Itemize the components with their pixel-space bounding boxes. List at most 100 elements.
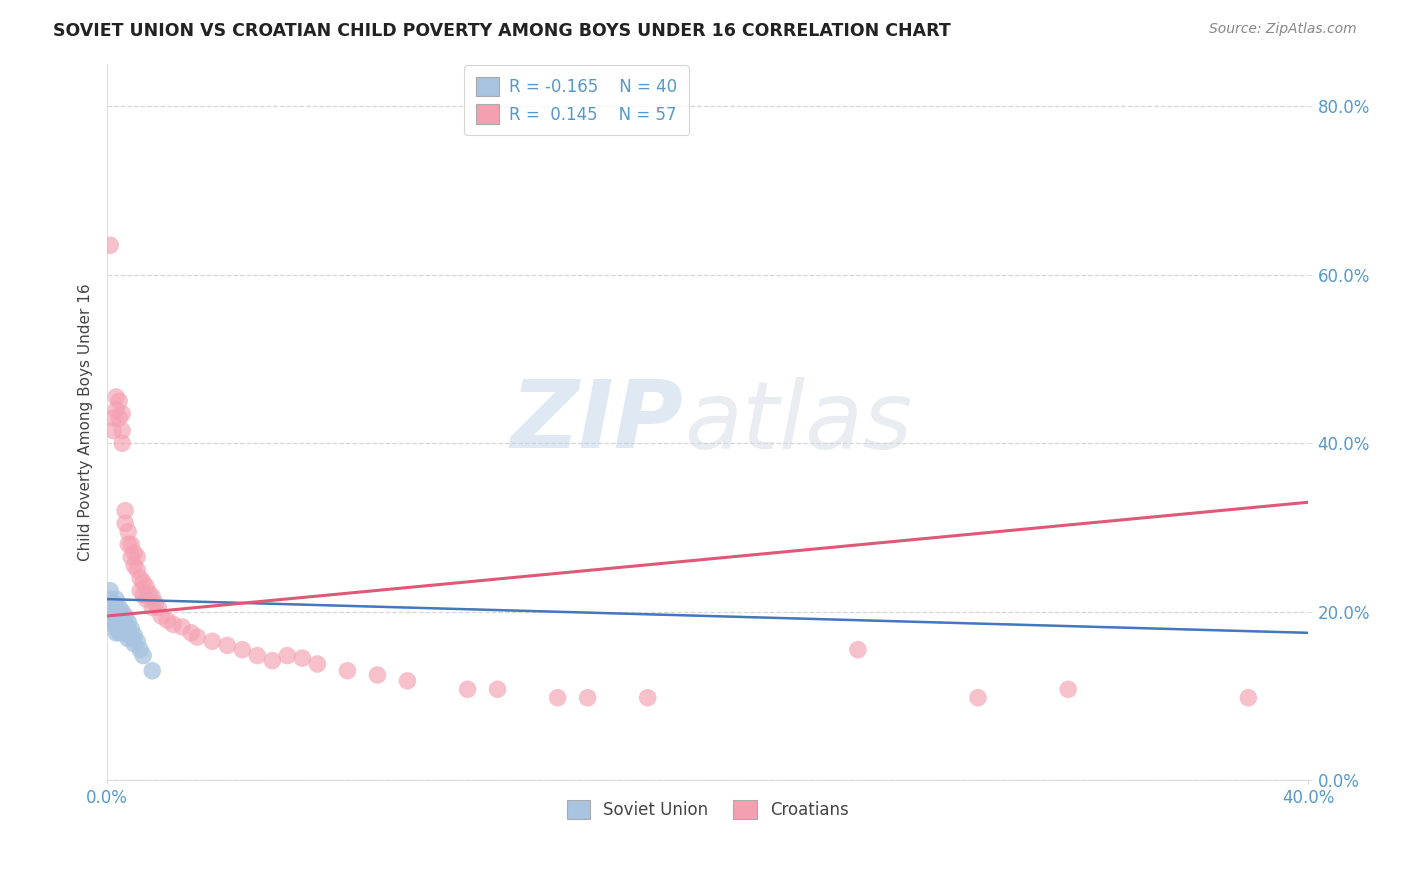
Point xyxy=(186,630,208,644)
Point xyxy=(108,613,131,627)
Point xyxy=(108,625,131,640)
Point xyxy=(117,632,139,646)
Point xyxy=(127,563,149,577)
Point xyxy=(101,424,124,438)
Point xyxy=(132,588,155,602)
Text: Source: ZipAtlas.com: Source: ZipAtlas.com xyxy=(1209,22,1357,37)
Point xyxy=(108,411,131,425)
Point xyxy=(122,628,145,642)
Point xyxy=(101,605,124,619)
Point xyxy=(117,524,139,539)
Point xyxy=(105,390,128,404)
Point xyxy=(114,617,136,632)
Point xyxy=(262,654,284,668)
Point xyxy=(129,571,152,585)
Point xyxy=(201,634,224,648)
Point xyxy=(111,407,134,421)
Point xyxy=(336,664,359,678)
Point xyxy=(108,600,131,615)
Point xyxy=(141,590,163,604)
Point xyxy=(156,613,179,627)
Text: atlas: atlas xyxy=(683,376,912,467)
Point xyxy=(547,690,569,705)
Point xyxy=(105,625,128,640)
Point xyxy=(138,586,160,600)
Point xyxy=(114,625,136,640)
Point xyxy=(576,690,599,705)
Point xyxy=(122,637,145,651)
Point xyxy=(98,238,121,252)
Point xyxy=(129,642,152,657)
Point xyxy=(637,690,659,705)
Point xyxy=(105,622,128,636)
Point xyxy=(114,516,136,531)
Text: ZIP: ZIP xyxy=(510,376,683,468)
Point xyxy=(111,605,134,619)
Point xyxy=(143,596,166,610)
Point xyxy=(101,600,124,615)
Point xyxy=(105,592,128,607)
Point xyxy=(172,620,194,634)
Point xyxy=(141,600,163,615)
Point xyxy=(120,537,142,551)
Point xyxy=(105,402,128,417)
Point xyxy=(101,609,124,624)
Point xyxy=(457,682,479,697)
Point xyxy=(101,617,124,632)
Point xyxy=(132,648,155,663)
Y-axis label: Child Poverty Among Boys Under 16: Child Poverty Among Boys Under 16 xyxy=(79,284,93,561)
Point xyxy=(108,620,131,634)
Point xyxy=(114,609,136,624)
Point xyxy=(120,630,142,644)
Point xyxy=(366,668,388,682)
Point xyxy=(231,642,253,657)
Point xyxy=(98,600,121,615)
Point xyxy=(135,592,157,607)
Point xyxy=(101,613,124,627)
Point xyxy=(117,537,139,551)
Point xyxy=(150,609,173,624)
Point xyxy=(105,605,128,619)
Point xyxy=(105,615,128,629)
Point xyxy=(127,549,149,564)
Point xyxy=(291,651,314,665)
Point xyxy=(217,639,239,653)
Point xyxy=(180,625,202,640)
Point xyxy=(111,625,134,640)
Point xyxy=(276,648,298,663)
Point xyxy=(98,583,121,598)
Point xyxy=(148,600,170,615)
Point xyxy=(98,592,121,607)
Point xyxy=(396,673,419,688)
Point xyxy=(967,690,990,705)
Point xyxy=(117,615,139,629)
Point xyxy=(120,549,142,564)
Point xyxy=(162,617,184,632)
Point xyxy=(111,619,134,633)
Point xyxy=(307,657,329,671)
Point xyxy=(98,609,121,624)
Point xyxy=(108,394,131,409)
Point xyxy=(846,642,869,657)
Text: SOVIET UNION VS CROATIAN CHILD POVERTY AMONG BOYS UNDER 16 CORRELATION CHART: SOVIET UNION VS CROATIAN CHILD POVERTY A… xyxy=(53,22,952,40)
Point xyxy=(122,546,145,560)
Point xyxy=(101,411,124,425)
Point xyxy=(108,607,131,621)
Point xyxy=(132,575,155,590)
Point xyxy=(105,609,128,624)
Point xyxy=(1057,682,1080,697)
Point xyxy=(486,682,509,697)
Point xyxy=(111,436,134,450)
Point xyxy=(101,596,124,610)
Point xyxy=(246,648,269,663)
Point xyxy=(135,580,157,594)
Point xyxy=(127,634,149,648)
Point xyxy=(111,424,134,438)
Point xyxy=(122,558,145,573)
Point xyxy=(105,598,128,612)
Point xyxy=(117,624,139,638)
Point xyxy=(141,664,163,678)
Legend: Soviet Union, Croatians: Soviet Union, Croatians xyxy=(560,793,855,826)
Point xyxy=(120,622,142,636)
Point xyxy=(111,611,134,625)
